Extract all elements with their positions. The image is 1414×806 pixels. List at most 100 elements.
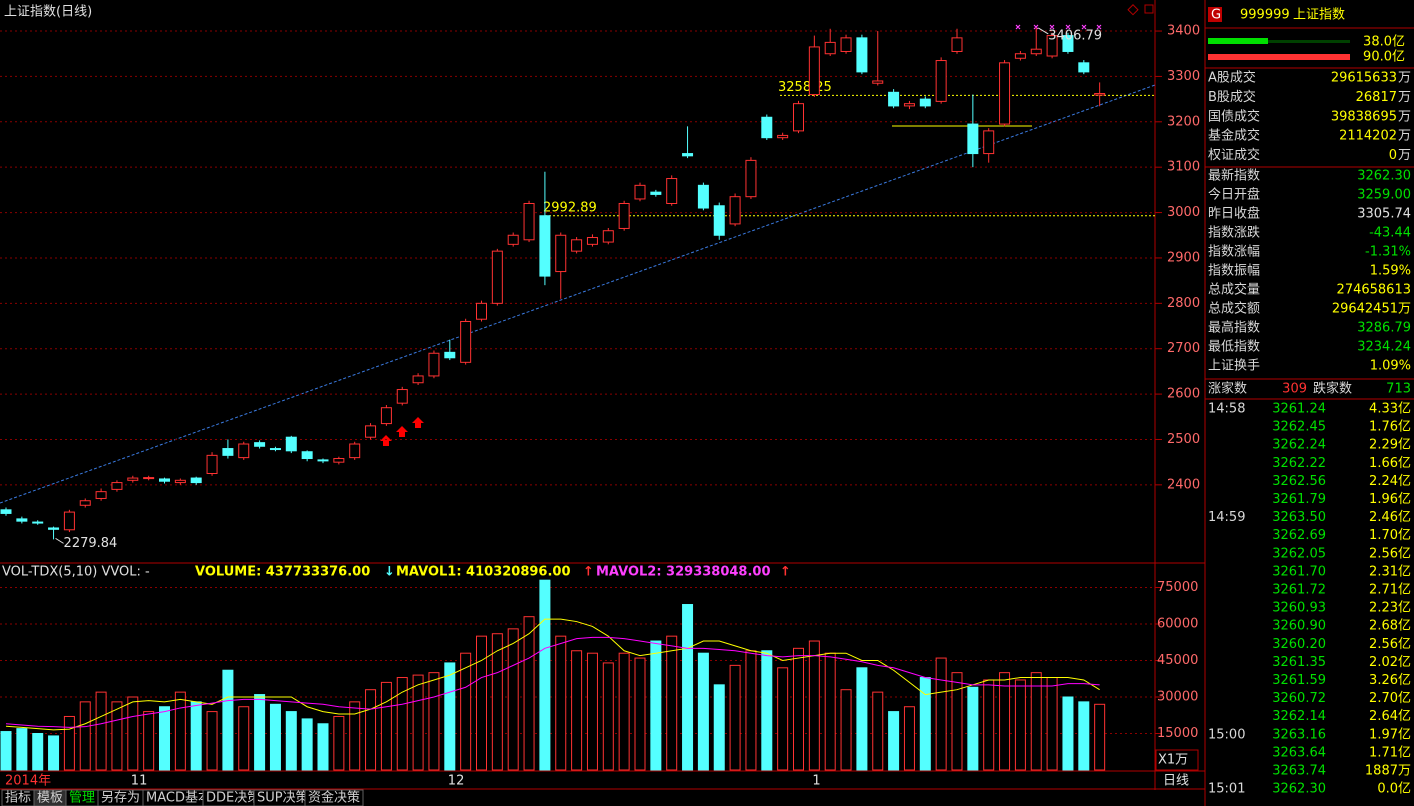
volume-bar — [95, 691, 107, 771]
volume-bar — [206, 711, 218, 771]
tick-volume: 1.76亿 — [1369, 420, 1411, 435]
volume-bar — [460, 652, 472, 771]
stat-label: 指数涨跌 — [1208, 225, 1260, 241]
candle-body — [79, 500, 91, 506]
tab-label[interactable]: 指标 — [5, 791, 31, 806]
tick-volume: 1.66亿 — [1369, 456, 1411, 471]
reference-label: 3258.25 — [778, 80, 832, 95]
stat-label: 昨日收盘 — [1208, 206, 1260, 222]
volume-bar — [16, 728, 28, 771]
icon — [1144, 4, 1154, 14]
tick-time: 15:01 — [1208, 782, 1245, 797]
candle-body — [159, 478, 170, 482]
candle-body — [63, 511, 75, 531]
candle-body — [555, 234, 567, 273]
volume-bar — [428, 672, 440, 771]
volume-bar — [808, 640, 820, 771]
ma-line — [5, 636, 1100, 728]
tick-volume: 3.26亿 — [1369, 673, 1411, 688]
tick-volume: 2.23亿 — [1369, 601, 1411, 616]
candle-body — [1014, 53, 1026, 59]
candle-body — [682, 153, 694, 157]
volume-bar — [523, 616, 535, 771]
volume-bar — [222, 669, 234, 771]
tick-price: 3263.50 — [1272, 510, 1326, 525]
candle-body — [919, 98, 931, 107]
volume-bar — [254, 694, 266, 771]
y-tick-label: 45000 — [1157, 653, 1198, 668]
volume-bar — [602, 662, 614, 771]
candle-body — [285, 436, 297, 452]
bar-label: 90.0亿 — [1363, 50, 1405, 65]
tab[interactable] — [304, 789, 364, 806]
period-label: 日线 — [1163, 774, 1189, 789]
y-tick-label: 2700 — [1167, 341, 1200, 356]
row-unit: 万 — [1398, 148, 1411, 163]
tick-price: 3260.90 — [1272, 619, 1326, 634]
tab-label[interactable]: MACD基本 — [146, 791, 211, 806]
stat-value: 274658613 — [1337, 283, 1411, 298]
y-tick-label: 2800 — [1167, 296, 1200, 311]
candle-body — [301, 451, 313, 460]
tick-price: 3260.93 — [1272, 601, 1326, 616]
stat-label: 最新指数 — [1208, 168, 1260, 184]
volume-bar — [1094, 703, 1106, 771]
tick-price: 3262.14 — [1272, 709, 1326, 724]
candle-body — [1030, 48, 1042, 55]
tab-label[interactable]: SUP决策 — [257, 790, 309, 806]
reference-label: 2992.89 — [543, 200, 597, 215]
candle-body — [523, 202, 535, 241]
volume-bar — [840, 689, 852, 771]
candle-body — [507, 234, 519, 245]
row-label: 权证成交 — [1208, 147, 1260, 163]
volume-bar — [238, 706, 250, 771]
buy-bar-rest — [1268, 40, 1350, 43]
tick-price: 3261.79 — [1272, 492, 1326, 507]
candle-body — [222, 448, 234, 456]
candle-body — [634, 184, 646, 200]
y-tick-label: 3200 — [1167, 114, 1200, 129]
volume-bar — [1014, 679, 1026, 771]
candle-body — [745, 159, 757, 198]
candle-body — [872, 80, 884, 84]
candle-body — [539, 215, 551, 277]
breadth: 涨家数 — [1208, 381, 1247, 397]
low-pointer — [55, 537, 64, 544]
candle-body — [1078, 62, 1090, 73]
tick-time: 14:59 — [1208, 510, 1245, 525]
volume-bar — [333, 715, 345, 771]
volume-bar — [317, 723, 329, 771]
tick-volume: 2.24亿 — [1369, 474, 1411, 489]
volume-stat: ↑ — [583, 565, 594, 580]
candle-body — [650, 191, 662, 195]
volume-bar — [666, 635, 678, 771]
candle-body — [586, 237, 598, 245]
tab-label[interactable]: 资金决策 — [308, 790, 360, 806]
stat-label: 最低指数 — [1208, 340, 1260, 355]
tick-volume: 2.70亿 — [1369, 691, 1411, 706]
volume-bar — [729, 664, 741, 771]
tick-price: 3262.69 — [1272, 528, 1326, 543]
volume-bar — [999, 672, 1011, 771]
row-value: 39838695 — [1331, 109, 1397, 124]
stat-value: 3234.24 — [1357, 340, 1411, 355]
tick-volume: 2.56亿 — [1369, 546, 1411, 561]
volume-bar — [476, 635, 487, 771]
tab-label[interactable]: 模板 — [37, 791, 63, 806]
candle-body — [190, 477, 202, 484]
tab-label[interactable]: DDE决策 — [206, 790, 260, 806]
volume-bar — [682, 604, 694, 771]
volume-stat: MAVOL2: 329338048.00 — [596, 565, 771, 580]
stat-value: 1.09% — [1370, 359, 1411, 374]
candle-body — [1046, 35, 1058, 57]
candle-body — [761, 116, 773, 139]
candle-body — [1094, 93, 1106, 96]
volume-stat: VOLUME: 437733376.00 — [195, 565, 370, 580]
stat-label: 总成交量 — [1208, 282, 1260, 298]
tab-label[interactable]: 另存为 — [101, 791, 140, 806]
candle-body — [840, 37, 852, 52]
volume-bar — [713, 684, 725, 771]
candle-body — [729, 196, 741, 225]
volume-bar — [634, 657, 646, 771]
tab-label[interactable]: 管理 — [69, 791, 95, 806]
